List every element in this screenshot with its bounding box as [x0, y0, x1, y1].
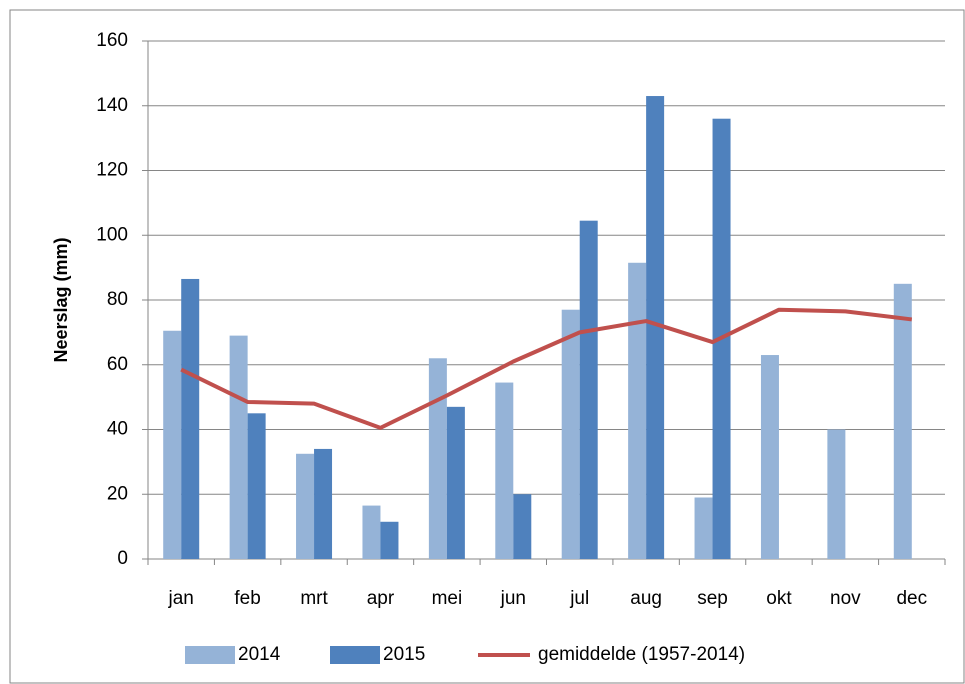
y-tick-label: 0 [117, 548, 128, 569]
y-tick-label: 20 [107, 483, 128, 504]
bar [314, 448, 333, 559]
bar [579, 220, 598, 559]
bar [446, 406, 465, 559]
bar [646, 96, 665, 559]
bar [428, 358, 447, 559]
y-tick-label: 100 [96, 224, 128, 245]
bar [561, 309, 580, 559]
bar [513, 494, 532, 559]
x-tick-label: feb [234, 588, 260, 609]
bar [229, 335, 248, 559]
y-tick-label: 60 [107, 354, 128, 375]
x-tick-label: jul [569, 588, 589, 609]
bar [163, 330, 182, 559]
x-tick-label: nov [830, 588, 861, 609]
bar [495, 382, 514, 559]
bar [380, 521, 399, 559]
x-tick-label: jun [500, 588, 526, 609]
legend-label: gemiddelde (1957-2014) [538, 644, 745, 665]
bar [694, 497, 713, 559]
x-tick-label: dec [896, 588, 927, 609]
x-tick-label: sep [697, 588, 728, 609]
y-axis-label: Neerslag (mm) [51, 237, 71, 362]
bar [362, 505, 381, 559]
y-tick-label: 120 [96, 160, 128, 181]
legend-label: 2014 [238, 644, 281, 665]
bar [181, 278, 200, 559]
x-tick-label: aug [630, 588, 662, 609]
x-tick-label: jan [168, 588, 194, 609]
legend-swatch [330, 646, 380, 664]
bar [296, 453, 315, 559]
line [180, 307, 913, 430]
legend-label: 2015 [383, 644, 425, 665]
x-tick-label: okt [766, 588, 792, 609]
x-tick-label: mrt [300, 588, 328, 609]
x-tick-label: apr [367, 588, 395, 609]
bar [760, 355, 779, 559]
y-tick-label: 140 [96, 95, 128, 116]
y-tick-label: 160 [96, 30, 128, 51]
legend-swatch [185, 646, 235, 664]
chart-frame [9, 9, 965, 684]
y-tick-label: 40 [107, 419, 128, 440]
bar [893, 283, 912, 559]
x-tick-label: mei [432, 588, 463, 609]
bar [827, 429, 846, 559]
y-tick-label: 80 [107, 289, 128, 310]
bar [628, 262, 647, 559]
bar [247, 413, 266, 559]
